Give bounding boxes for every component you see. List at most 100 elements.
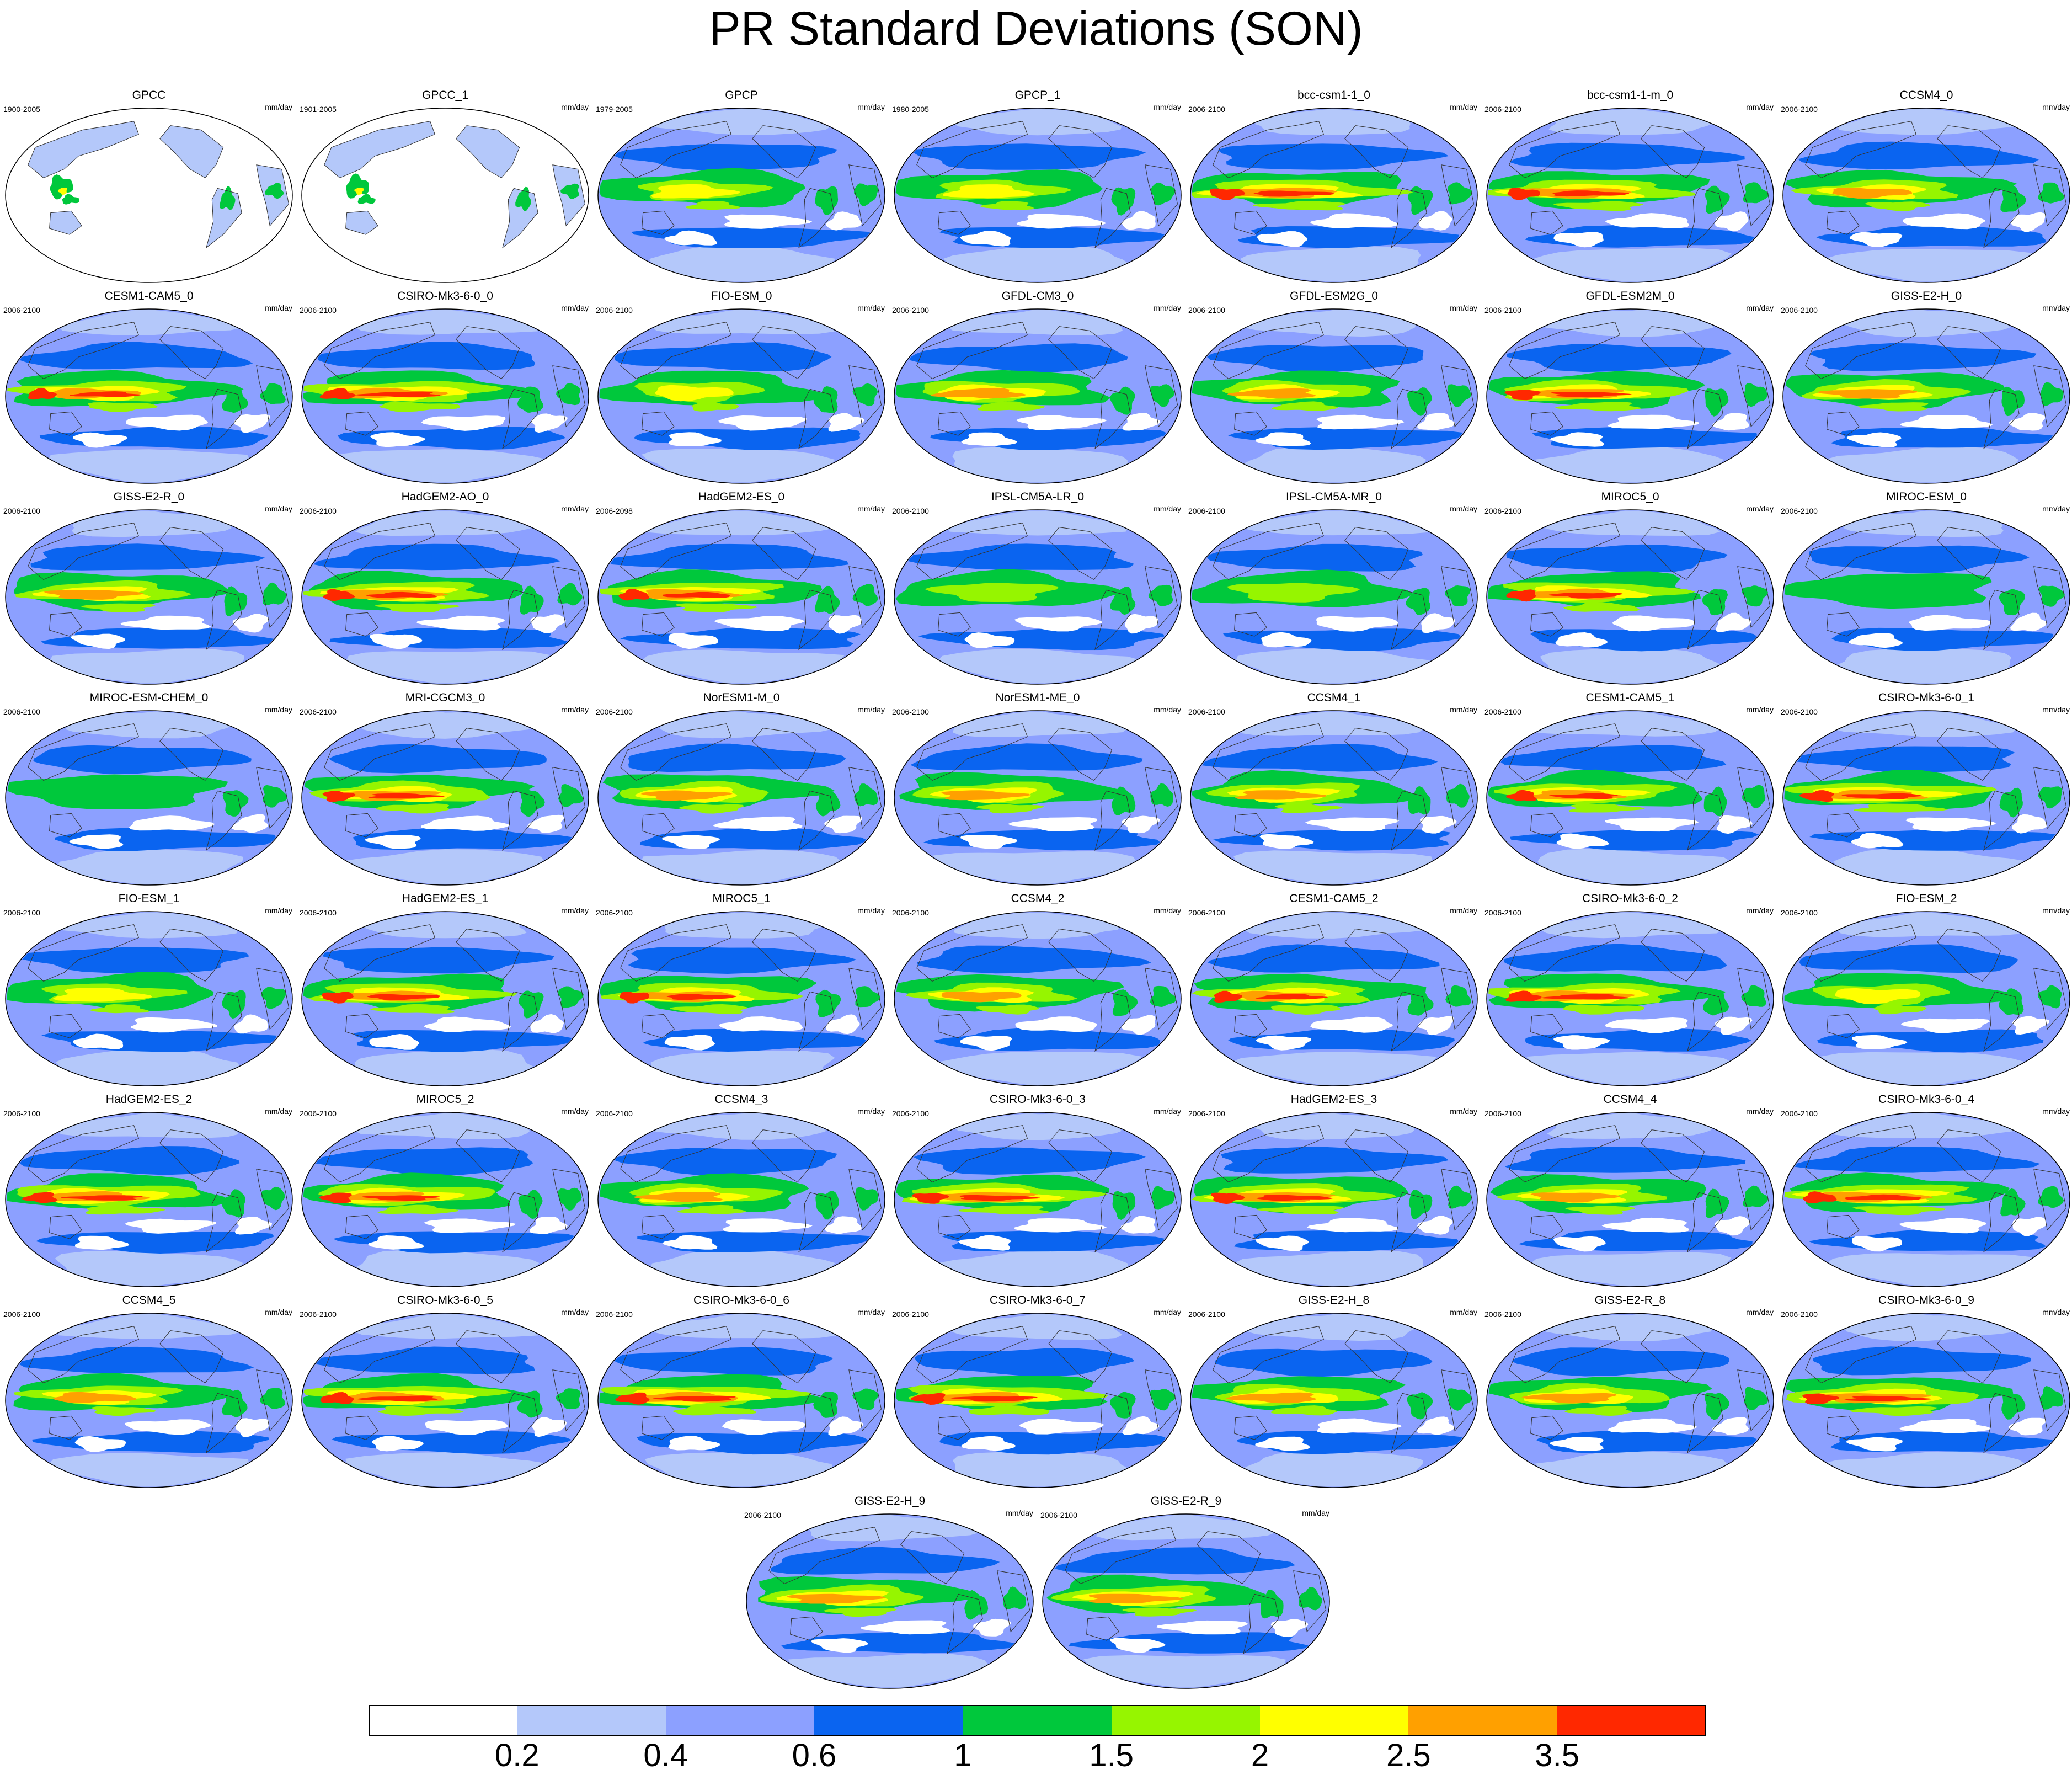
field-contour xyxy=(1555,632,1608,648)
field-contour xyxy=(1110,386,1135,415)
panel-title: CCSM4_4 xyxy=(1603,1093,1657,1106)
coastline xyxy=(206,991,242,1052)
panel-title: GPCC_1 xyxy=(421,89,469,102)
coastline xyxy=(798,188,835,249)
field-contour xyxy=(975,804,1044,814)
map-panel: HadGEM2-ES_3 2006-2100 mm/day xyxy=(1186,1092,1482,1291)
coastline xyxy=(1094,991,1131,1052)
coastline xyxy=(1344,1330,1409,1384)
field-contour xyxy=(61,912,237,939)
field-contour xyxy=(1448,1185,1472,1209)
panel-title: CSIRO-Mk3-6-0_6 xyxy=(693,1294,789,1307)
field-contour xyxy=(641,449,835,483)
coastline xyxy=(916,121,1028,178)
coastline xyxy=(502,1192,538,1253)
field-contour xyxy=(1299,1586,1322,1611)
panel-period: 2006-2100 xyxy=(892,507,929,515)
field-contour xyxy=(1112,1191,1136,1220)
field-contour xyxy=(1122,815,1160,834)
field-contour xyxy=(1227,388,1317,399)
map-plot xyxy=(1782,308,2070,484)
field-contour xyxy=(1156,1620,1248,1635)
coastline xyxy=(456,125,520,179)
field-contour xyxy=(815,186,839,215)
coastline xyxy=(1687,188,1723,249)
field-contour xyxy=(949,1396,1038,1402)
map-plot xyxy=(1782,1313,2070,1488)
field-contour xyxy=(980,201,1034,210)
panel-title: NorESM1-ME_0 xyxy=(995,691,1080,704)
field-contour xyxy=(1899,415,1993,429)
coastline xyxy=(1234,210,1267,235)
coastline xyxy=(324,1326,436,1383)
coastline xyxy=(256,1369,290,1432)
map-outline xyxy=(1486,108,1774,283)
field-contour xyxy=(828,413,865,432)
map-plot xyxy=(301,509,589,685)
coastline xyxy=(28,723,140,781)
map-plot xyxy=(1782,911,2070,1086)
panel-title: MRI-CGCM3_0 xyxy=(405,691,485,704)
field-contour xyxy=(234,1217,272,1235)
coastline xyxy=(502,589,538,651)
map-plot xyxy=(1486,509,1774,685)
coastline xyxy=(324,1125,436,1182)
field-contour xyxy=(1417,1416,1455,1435)
field-contour xyxy=(861,1620,950,1635)
panel-title: GPCP xyxy=(725,89,758,102)
coastline xyxy=(49,1214,82,1239)
panel-title: IPSL-CM5A-LR_0 xyxy=(991,491,1085,503)
map-plot xyxy=(746,1513,1034,1689)
coastline xyxy=(345,1014,378,1038)
field-contour xyxy=(74,1436,126,1452)
field-contour xyxy=(1234,1052,1436,1085)
map-panel: CSIRO-Mk3-6-0_4 2006-2100 mm/day xyxy=(1779,1092,2072,1291)
field-contour xyxy=(1865,201,1930,211)
coastline xyxy=(1827,411,1860,436)
coastline xyxy=(1737,767,1771,829)
map-plot xyxy=(894,911,1182,1086)
field-contour xyxy=(1743,1185,1768,1207)
coastline xyxy=(1441,968,1475,1030)
field-contour xyxy=(1507,344,1732,372)
coastline xyxy=(642,411,675,436)
map-outline xyxy=(746,1513,1034,1689)
field-contour xyxy=(1504,1147,1746,1173)
field-contour xyxy=(615,1148,837,1175)
panel-title: HadGEM2-ES_1 xyxy=(402,892,489,905)
panel-period: 2006-2100 xyxy=(1781,507,1818,515)
coastline xyxy=(1344,929,1409,982)
panel-units: mm/day xyxy=(561,1308,589,1316)
field-contour xyxy=(815,989,841,1017)
land-field xyxy=(49,211,82,235)
field-contour xyxy=(529,1217,568,1234)
coastline xyxy=(642,813,675,838)
field-contour xyxy=(1605,817,1699,832)
coastline xyxy=(1145,365,1178,428)
field-contour xyxy=(786,1593,887,1604)
map-plot xyxy=(597,308,885,484)
field-contour xyxy=(644,1452,832,1487)
panel-period: 2006-2100 xyxy=(3,507,40,515)
field-contour xyxy=(1550,1437,1604,1451)
coastline xyxy=(256,566,290,628)
field-contour xyxy=(1202,744,1438,772)
panel-title: CESM1-CAM5_2 xyxy=(1289,892,1379,905)
panel-period: 2006-2100 xyxy=(1484,507,1521,515)
field-contour xyxy=(685,201,740,210)
field-contour xyxy=(675,603,758,612)
panel-period: 2006-2100 xyxy=(300,507,337,515)
field-contour xyxy=(1226,1392,1316,1404)
coastline xyxy=(947,1593,983,1655)
field-contour xyxy=(73,1033,124,1049)
coastline xyxy=(916,322,1028,379)
field-contour xyxy=(322,791,356,802)
map-outline xyxy=(301,108,589,283)
field-contour xyxy=(319,1192,352,1203)
coastline xyxy=(206,388,242,450)
coastline xyxy=(1805,1326,1917,1383)
coastline xyxy=(1530,612,1563,637)
field-contour xyxy=(1003,1586,1026,1609)
map-panel: MIROC5_2 2006-2100 mm/day xyxy=(297,1092,593,1291)
field-contour xyxy=(1407,1392,1433,1420)
